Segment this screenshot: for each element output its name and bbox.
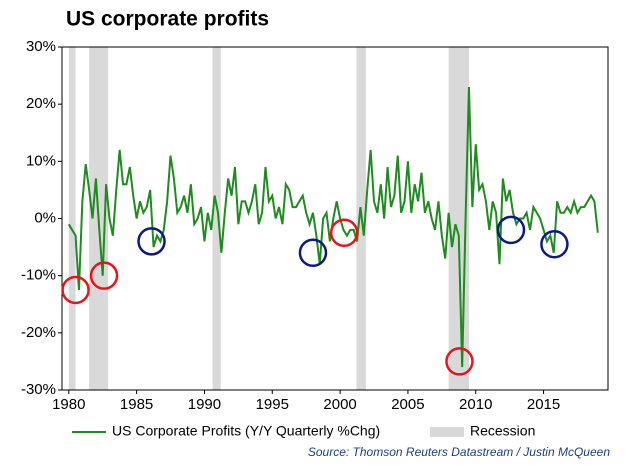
highlight-circle xyxy=(137,227,166,256)
chart-title: US corporate profits xyxy=(66,8,269,31)
recession-band xyxy=(212,47,221,390)
legend-label: US Corporate Profits (Y/Y Quarterly %Chg… xyxy=(112,423,380,439)
y-tick-label: -20% xyxy=(21,324,56,341)
highlight-circle xyxy=(445,347,474,376)
highlight-circle xyxy=(89,261,119,290)
x-tick-label: 2010 xyxy=(459,396,492,413)
y-tick-label: 20% xyxy=(26,95,56,112)
source: Source: Thomson Reuters Datastream / Jus… xyxy=(308,445,610,459)
x-tick-label: 1995 xyxy=(256,396,289,413)
recession-band xyxy=(68,47,76,390)
y-tick-label: 30% xyxy=(26,38,56,55)
plot-frame xyxy=(61,46,609,391)
x-tick-label: 2005 xyxy=(391,396,424,413)
y-tick-label: 0% xyxy=(34,209,56,226)
x-tick-label: 1985 xyxy=(120,396,153,413)
x-tick-label: 2000 xyxy=(323,396,356,413)
y-tick-label: 10% xyxy=(26,152,56,169)
x-tick-label: 1980 xyxy=(52,396,85,413)
y-tick-label: -10% xyxy=(21,267,56,284)
x-tick-label: 1990 xyxy=(188,396,221,413)
legend-label: Recession xyxy=(470,423,535,439)
x-tick-label: 2015 xyxy=(527,396,560,413)
highlight-circle xyxy=(298,238,328,268)
highlight-circle xyxy=(540,229,569,259)
highlight-circle xyxy=(61,275,90,305)
y-tick-label: -30% xyxy=(21,381,56,398)
legend-swatch xyxy=(430,427,464,437)
highlight-circle xyxy=(329,218,359,248)
series-line xyxy=(67,86,599,368)
highlight-circle xyxy=(496,215,526,245)
